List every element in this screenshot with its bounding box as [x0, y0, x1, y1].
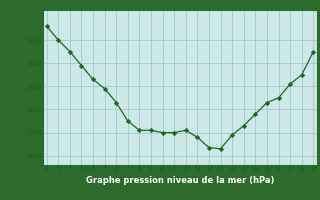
X-axis label: Graphe pression niveau de la mer (hPa): Graphe pression niveau de la mer (hPa)	[86, 176, 274, 185]
